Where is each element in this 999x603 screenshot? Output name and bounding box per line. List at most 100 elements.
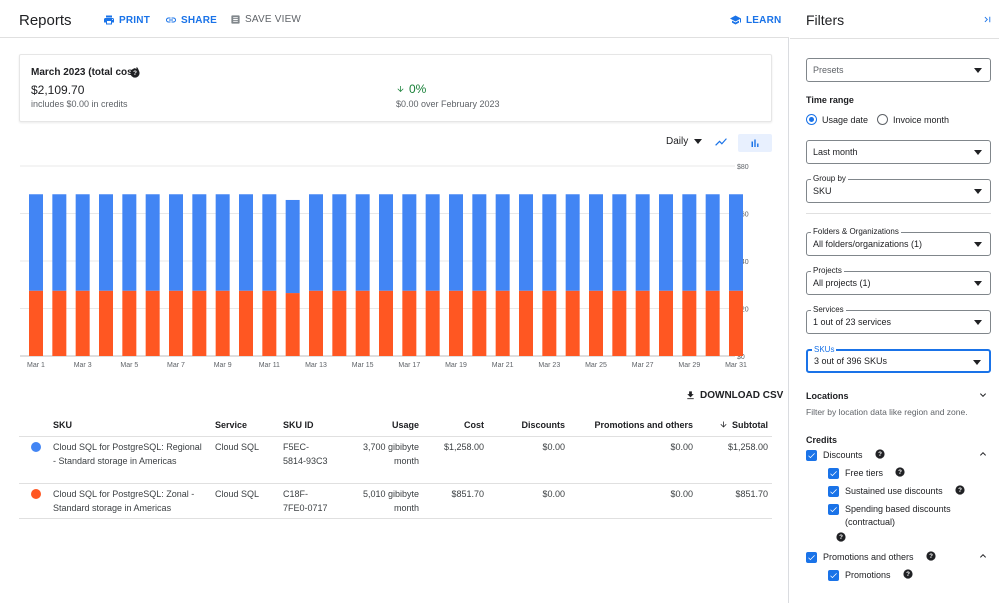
bar-segment-regional[interactable]: [472, 194, 487, 291]
bar-segment-zonal[interactable]: [565, 290, 580, 356]
sku-id-header[interactable]: SKU ID: [279, 414, 335, 437]
bar-segment-regional[interactable]: [612, 194, 627, 291]
bar-segment-regional[interactable]: [495, 194, 510, 291]
help-icon[interactable]: ?: [954, 485, 965, 499]
help-icon[interactable]: ?: [895, 467, 905, 481]
bar-segment-zonal[interactable]: [169, 290, 183, 356]
learn-button[interactable]: LEARN: [729, 14, 781, 26]
bar-segment-zonal[interactable]: [239, 290, 253, 356]
time-range-select[interactable]: Last month: [806, 140, 991, 164]
bar-segment-zonal[interactable]: [472, 290, 487, 356]
bar-segment-zonal[interactable]: [519, 290, 533, 356]
bar-segment-regional[interactable]: [239, 194, 253, 291]
bar-segment-regional[interactable]: [192, 194, 207, 291]
bar-segment-zonal[interactable]: [379, 290, 393, 356]
bar-segment-zonal[interactable]: [145, 290, 160, 356]
bar-segment-regional[interactable]: [589, 194, 603, 291]
bar-segment-zonal[interactable]: [705, 290, 720, 356]
bar-segment-zonal[interactable]: [122, 290, 137, 356]
projects-select[interactable]: Projects All projects (1): [806, 266, 991, 295]
bar-chart-toggle[interactable]: [738, 134, 772, 152]
bar-segment-zonal[interactable]: [612, 290, 627, 356]
bar-segment-zonal[interactable]: [449, 290, 463, 356]
presets-select[interactable]: Presets: [806, 58, 991, 82]
bar-segment-regional[interactable]: [99, 194, 113, 291]
bar-segment-regional[interactable]: [542, 194, 557, 291]
help-icon[interactable]: ?: [874, 449, 885, 463]
bar-segment-regional[interactable]: [309, 194, 323, 291]
bar-segment-zonal[interactable]: [425, 290, 440, 356]
save-view-button[interactable]: SAVE VIEW: [230, 14, 301, 25]
bar-segment-regional[interactable]: [145, 194, 160, 291]
download-csv-button[interactable]: DOWNLOAD CSV: [685, 390, 783, 401]
bar-segment-zonal[interactable]: [75, 290, 90, 356]
bar-segment-regional[interactable]: [169, 194, 183, 291]
bar-segment-regional[interactable]: [379, 194, 393, 291]
bar-segment-zonal[interactable]: [215, 290, 230, 356]
locations-heading[interactable]: Locations: [806, 391, 849, 401]
usage-date-radio[interactable]: Usage date: [806, 114, 868, 125]
bar-segment-regional[interactable]: [332, 194, 347, 291]
discounts-header[interactable]: Discounts: [488, 414, 569, 437]
bar-segment-regional[interactable]: [682, 194, 697, 291]
bar-segment-zonal[interactable]: [402, 290, 417, 356]
sku-header[interactable]: SKU: [49, 414, 211, 437]
bar-segment-regional[interactable]: [729, 194, 743, 291]
bar-segment-regional[interactable]: [215, 194, 230, 291]
bar-segment-zonal[interactable]: [495, 290, 510, 356]
sustained-use-checkbox[interactable]: Sustained use discounts ?: [828, 485, 965, 499]
bar-segment-regional[interactable]: [285, 199, 300, 294]
free-tiers-checkbox[interactable]: Free tiers ?: [828, 467, 905, 481]
bar-segment-zonal[interactable]: [659, 290, 673, 356]
collapse-panel-button[interactable]: [982, 14, 993, 28]
skus-select[interactable]: SKUs 3 out of 396 SKUs: [806, 345, 991, 373]
period-select[interactable]: Daily: [666, 136, 706, 147]
share-button[interactable]: SHARE: [165, 14, 217, 26]
promotions-checkbox[interactable]: Promotions ?: [828, 569, 913, 583]
cost-header[interactable]: Cost: [423, 414, 488, 437]
bar-segment-regional[interactable]: [565, 194, 580, 291]
bar-segment-zonal[interactable]: [285, 293, 300, 356]
service-header[interactable]: Service: [211, 414, 279, 437]
bar-segment-zonal[interactable]: [332, 290, 347, 356]
bar-segment-zonal[interactable]: [635, 290, 650, 356]
bar-segment-zonal[interactable]: [355, 290, 370, 356]
bar-segment-regional[interactable]: [449, 194, 463, 291]
line-chart-toggle[interactable]: [714, 135, 730, 151]
chevron-down-icon[interactable]: [977, 389, 989, 404]
chevron-up-icon[interactable]: [977, 448, 989, 463]
help-icon[interactable]: ?: [130, 67, 140, 81]
bar-segment-regional[interactable]: [519, 194, 533, 291]
bar-segment-zonal[interactable]: [309, 290, 323, 356]
discounts-checkbox[interactable]: Discounts ?: [806, 449, 885, 463]
subtotal-header[interactable]: Subtotal: [697, 414, 772, 437]
bar-segment-regional[interactable]: [262, 194, 277, 291]
bar-segment-zonal[interactable]: [262, 290, 277, 356]
chevron-up-icon[interactable]: [977, 550, 989, 565]
bar-segment-regional[interactable]: [75, 194, 90, 291]
bar-segment-zonal[interactable]: [52, 290, 67, 356]
bar-segment-zonal[interactable]: [192, 290, 207, 356]
promotions-header[interactable]: Promotions and others: [569, 414, 697, 437]
help-icon[interactable]: ?: [925, 551, 936, 565]
bar-segment-zonal[interactable]: [589, 290, 603, 356]
services-select[interactable]: Services 1 out of 23 services: [806, 305, 991, 334]
bar-segment-zonal[interactable]: [682, 290, 697, 356]
bar-segment-zonal[interactable]: [29, 290, 43, 356]
bar-segment-regional[interactable]: [705, 194, 720, 291]
bar-segment-zonal[interactable]: [99, 290, 113, 356]
bar-segment-regional[interactable]: [425, 194, 440, 291]
bar-segment-regional[interactable]: [52, 194, 67, 291]
bar-segment-zonal[interactable]: [542, 290, 557, 356]
bar-segment-regional[interactable]: [29, 194, 43, 291]
bar-segment-zonal[interactable]: [729, 290, 743, 356]
invoice-month-radio[interactable]: Invoice month: [877, 114, 949, 125]
folders-select[interactable]: Folders & Organizations All folders/orga…: [806, 227, 991, 256]
usage-header[interactable]: Usage: [335, 414, 423, 437]
bar-segment-regional[interactable]: [402, 194, 417, 291]
group-by-select[interactable]: Group by SKU: [806, 174, 991, 203]
help-icon[interactable]: ?: [836, 531, 846, 545]
bar-segment-regional[interactable]: [659, 194, 673, 291]
promotions-and-others-checkbox[interactable]: Promotions and others ?: [806, 551, 936, 565]
bar-segment-regional[interactable]: [122, 194, 137, 291]
